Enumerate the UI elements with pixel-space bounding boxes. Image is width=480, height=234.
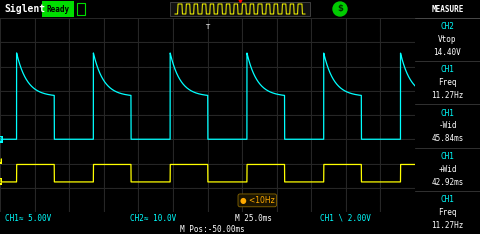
Text: $: $ (337, 4, 343, 14)
Text: 45.84ms: 45.84ms (432, 135, 464, 143)
Text: CH1 \ 2.00V: CH1 \ 2.00V (320, 214, 371, 223)
Bar (42, 1, 74, 17)
Text: 14.40V: 14.40V (433, 48, 461, 57)
Text: 11.27Hz: 11.27Hz (432, 91, 464, 100)
Text: Siglent: Siglent (4, 4, 45, 14)
Text: T: T (0, 158, 1, 163)
Text: -Wid: -Wid (438, 121, 457, 131)
Text: M 25.0ms: M 25.0ms (235, 214, 272, 223)
Text: Vtop: Vtop (438, 35, 457, 44)
Text: 11.27Hz: 11.27Hz (432, 221, 464, 230)
Text: CH2≈ 10.0V: CH2≈ 10.0V (130, 214, 176, 223)
Text: CH1: CH1 (441, 65, 455, 74)
Text: Ready: Ready (47, 4, 70, 14)
Text: ● <10Hz: ● <10Hz (240, 196, 275, 205)
Text: CH1≈ 5.00V: CH1≈ 5.00V (5, 214, 51, 223)
Text: CH2: CH2 (441, 22, 455, 31)
Bar (77, 3, 85, 15)
Text: CH1: CH1 (441, 152, 455, 161)
Text: MEASURE: MEASURE (432, 4, 464, 14)
Text: CH1: CH1 (441, 195, 455, 204)
Text: Freq: Freq (438, 78, 457, 87)
Text: M Pos:-50.00ms: M Pos:-50.00ms (180, 225, 245, 234)
Text: 42.92ms: 42.92ms (432, 178, 464, 187)
Text: +Wid: +Wid (438, 165, 457, 174)
Text: 2: 2 (0, 137, 1, 142)
Text: T: T (205, 24, 210, 30)
Text: Freq: Freq (438, 208, 457, 217)
Bar (170, 2, 310, 16)
Text: CH1: CH1 (441, 109, 455, 117)
Circle shape (333, 2, 347, 16)
Text: 1: 1 (0, 179, 1, 184)
